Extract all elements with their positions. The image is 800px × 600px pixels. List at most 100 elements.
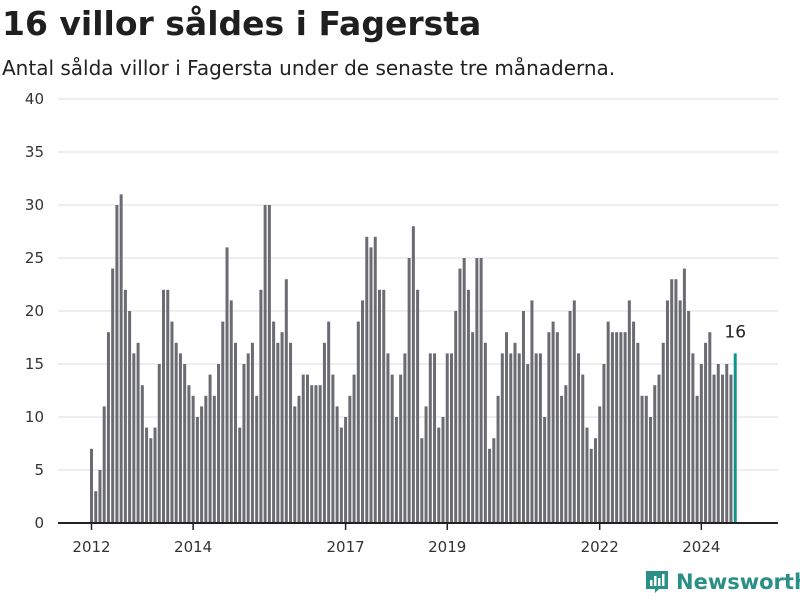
bar [640,395,644,523]
bar [670,279,674,523]
bar [492,438,496,523]
bar [505,332,509,523]
bar [458,268,462,523]
bar [411,226,415,523]
newsworthy-logo-icon [646,571,668,593]
bar [433,353,437,523]
bar [416,289,420,523]
bar [322,342,326,523]
bar [708,332,712,523]
bar [178,353,182,523]
bar [704,342,708,523]
bar [149,438,153,523]
bar [361,300,365,523]
bar [661,342,665,523]
bar [191,395,195,523]
bar [687,311,691,523]
bar [382,289,386,523]
bar [166,289,170,523]
y-tick-label: 10 [25,408,44,426]
bar [335,406,339,523]
bar [157,364,161,523]
bar [725,364,729,523]
bar [229,300,233,523]
bar [721,374,725,523]
bar [272,321,276,523]
bar [255,395,259,523]
x-tick-label: 2019 [428,538,466,556]
bar [674,279,678,523]
y-tick-label: 40 [25,90,44,108]
bar [403,353,407,523]
x-tick-label: 2017 [327,538,365,556]
bar [331,374,335,523]
bar [428,353,432,523]
bar [284,279,288,523]
x-tick-label: 2022 [581,538,619,556]
bar [276,342,280,523]
bar [589,448,593,523]
bar [225,247,229,523]
bar [712,374,716,523]
bar [610,332,614,523]
bar [119,194,123,523]
bar [162,289,165,523]
bar [572,300,576,523]
bar [305,374,309,523]
bar [551,321,555,523]
bar [289,342,293,523]
bar [310,385,314,523]
bar [602,364,606,523]
bar [665,300,669,523]
bar [377,289,381,523]
bar [521,311,525,523]
bar [106,332,110,523]
bar [466,289,470,523]
bar [517,353,521,523]
bar [94,491,98,523]
bar [174,342,178,523]
x-tick-label: 2024 [682,538,720,556]
bar [636,342,640,523]
bar [187,385,191,523]
bar [530,300,534,523]
y-tick-label: 0 [34,514,44,532]
bars [90,194,737,524]
bar [373,236,377,524]
bar [153,427,157,523]
bar [386,353,390,523]
bar [585,427,589,523]
bar [348,395,352,523]
bar [399,374,403,523]
bar [314,385,318,523]
y-tick-label: 30 [25,196,44,214]
bar [560,395,564,523]
bar [593,438,597,523]
bar [140,385,144,523]
bar [598,406,602,523]
bar [445,353,449,523]
bar [729,374,733,523]
bar [420,438,424,523]
bar [437,427,441,523]
y-tick-label: 15 [25,355,44,373]
bar [555,332,559,523]
bar [183,364,187,523]
chart-subtitle: Antal sålda villor i Fagersta under de s… [2,56,616,80]
bar [462,258,466,523]
bar [356,321,360,523]
bar [238,427,242,523]
bar [259,289,263,523]
bar [170,321,174,523]
bar [212,395,216,523]
bar [644,395,648,523]
bar [217,364,221,523]
brand-logo[interactable]: Newsworthy [644,569,800,595]
bar [344,417,348,523]
bar [407,258,411,523]
bar [250,342,254,523]
bar [280,332,284,523]
bar [98,470,102,523]
bar [394,417,398,523]
bar [204,395,208,523]
